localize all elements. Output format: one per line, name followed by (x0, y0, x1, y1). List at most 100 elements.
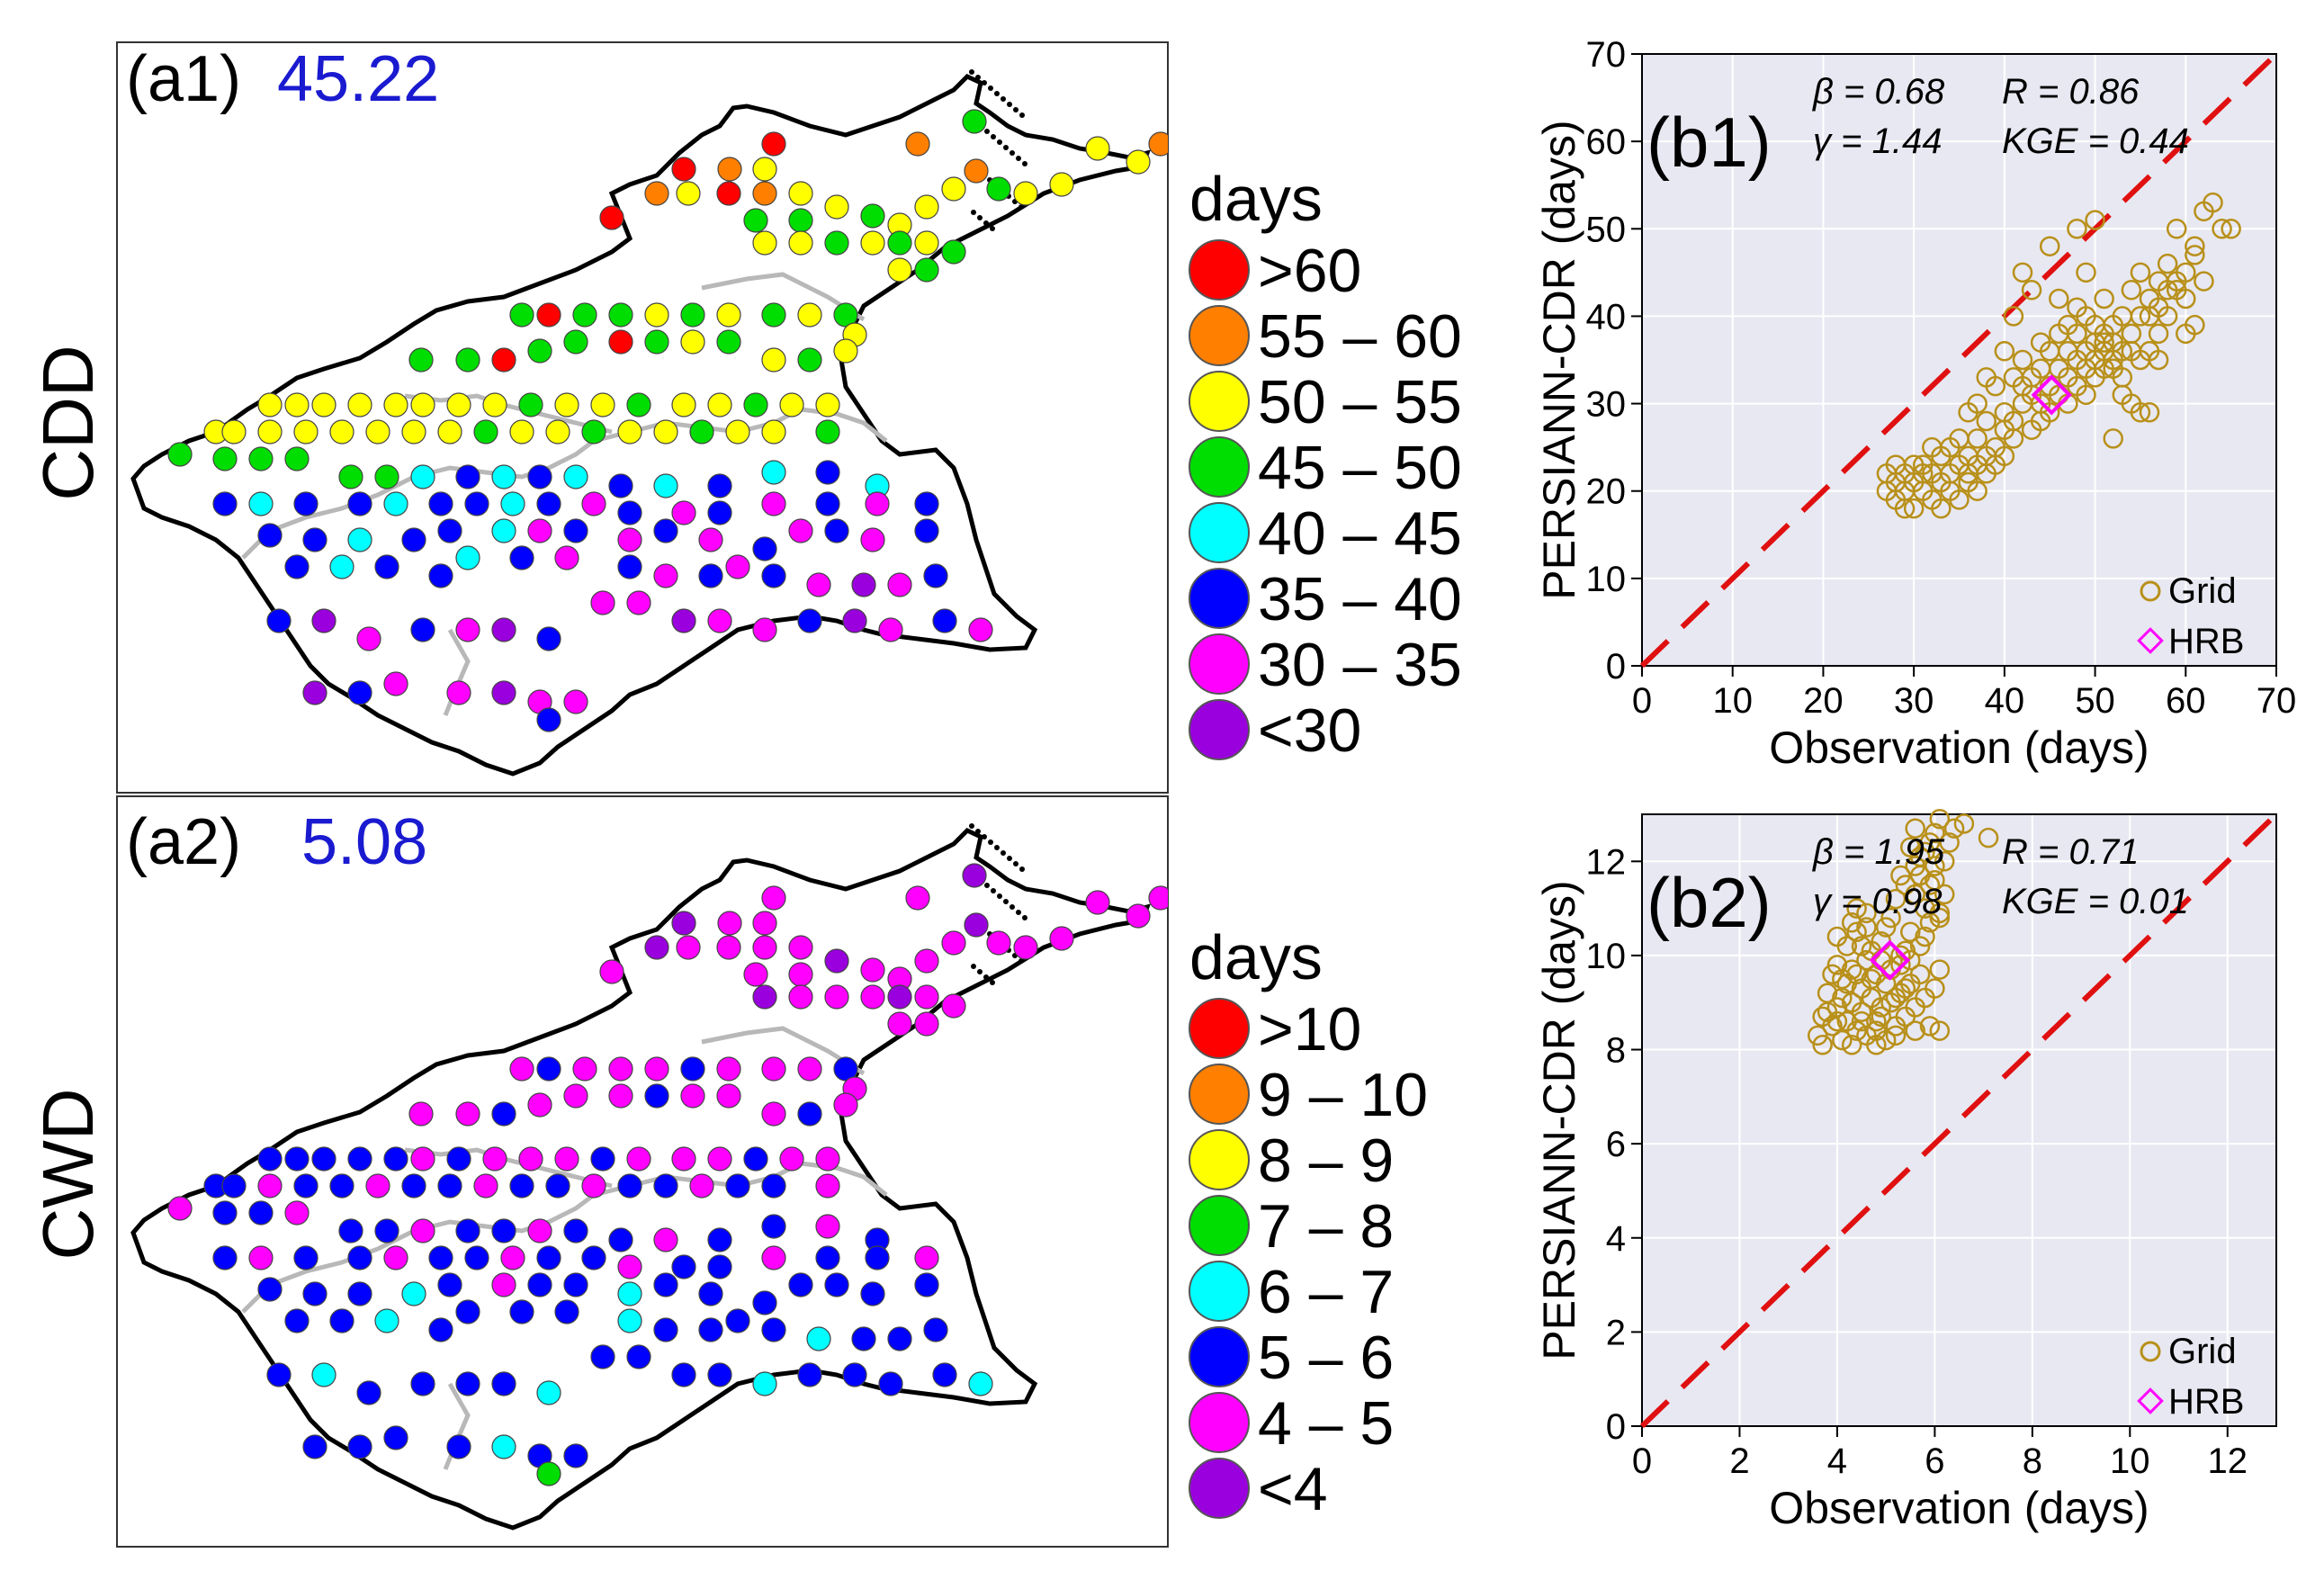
stat-text: R = 0.71 (2002, 832, 2139, 872)
grid-point (1925, 822, 1945, 844)
station-dot (887, 230, 912, 256)
station-dot (671, 911, 696, 936)
station-dot (302, 1434, 328, 1459)
legend-swatch (1189, 1458, 1250, 1519)
station-dot (761, 885, 786, 911)
station-dot (491, 617, 516, 642)
grid-point (1900, 921, 1921, 943)
station-dot (824, 984, 849, 1010)
station-dot (716, 302, 741, 328)
grid-point (1958, 445, 1979, 467)
legend-label: <4 (1258, 1455, 1328, 1523)
grid-point (1903, 498, 1925, 519)
station-dot (860, 230, 885, 256)
station-dot (878, 617, 903, 642)
coast-dot (988, 839, 993, 845)
station-dot (527, 464, 552, 489)
station-dot (608, 1227, 633, 1252)
one-to-one-line (1639, 812, 2279, 1429)
station-dot (383, 491, 408, 516)
station-dot (671, 1362, 696, 1387)
station-dot (626, 1146, 651, 1172)
station-dot (626, 590, 651, 615)
grid-point (2185, 314, 2205, 336)
station-dot (815, 419, 840, 444)
station-dot (572, 302, 597, 328)
grid-point (2012, 262, 2033, 283)
coast-dot (969, 823, 974, 829)
grid-point (1826, 926, 1848, 947)
station-dot (788, 181, 813, 206)
station-dot (815, 1146, 840, 1172)
station-dot (338, 1218, 363, 1243)
station-dot (815, 491, 840, 516)
panel-label: (b1) (1647, 103, 1772, 182)
grid-point (2103, 358, 2123, 379)
station-dot (752, 935, 777, 960)
station-dot (968, 1371, 993, 1396)
station-dot (473, 419, 498, 444)
station-dot (752, 181, 777, 206)
station-dot (653, 1227, 678, 1252)
legend-label: 7 – 8 (1258, 1192, 1394, 1261)
station-dot (428, 563, 453, 588)
stat-text: KGE = 0.01 (2002, 882, 2189, 921)
station-dot (725, 1308, 750, 1333)
station-dot (851, 1326, 876, 1351)
station-dot (374, 1308, 399, 1333)
grid-point (1885, 1025, 1907, 1046)
station-dot (536, 1056, 561, 1082)
station-dot (491, 1218, 516, 1243)
stat-text: β = 0.68 (1812, 72, 1945, 112)
coast-dot (1013, 861, 1018, 866)
grid-point (1895, 978, 1916, 999)
station-dot (707, 1362, 732, 1387)
station-dot (536, 302, 561, 328)
grid-point (1915, 841, 1935, 863)
legend-label: 9 – 10 (1258, 1061, 1428, 1129)
grid-point (2112, 341, 2133, 362)
station-dot (689, 419, 714, 444)
station-dot (527, 518, 552, 543)
row-label-cdd: CDD (28, 345, 108, 500)
station-dot (617, 500, 642, 525)
grid-point (1931, 498, 1952, 519)
station-dot (671, 1146, 696, 1172)
station-dot (482, 1146, 507, 1172)
station-dot (284, 1146, 310, 1172)
grid-point (2121, 280, 2142, 301)
station-dot (842, 1362, 867, 1387)
grid-point (1885, 454, 1907, 475)
station-dot (527, 338, 552, 364)
station-dot (590, 1344, 615, 1369)
grid-point (1826, 997, 1848, 1018)
coast-dot (1013, 107, 1018, 112)
station-dot (797, 1362, 822, 1387)
station-dot (914, 257, 939, 283)
grid-point (1900, 949, 1921, 971)
station-dot (707, 473, 732, 498)
station-dot (428, 491, 453, 516)
station-dot (365, 419, 390, 444)
grid-point (2148, 297, 2169, 318)
y-tick-label: 60 (1586, 122, 1627, 162)
station-dot (752, 157, 777, 182)
grid-point (2012, 375, 2033, 397)
grid-point (1856, 917, 1877, 938)
map-panel-a1: (a1) 45.22 (116, 41, 1169, 794)
station-dot (707, 392, 732, 417)
y-tick-label: 40 (1586, 297, 1627, 337)
coast-dot (975, 829, 981, 834)
legend-hrb-label: HRB (2168, 622, 2244, 661)
station-dot (563, 1083, 588, 1109)
coast-dot (997, 893, 1002, 899)
station-dot (347, 1245, 372, 1270)
station-dot (401, 419, 426, 444)
grid-point (1909, 936, 1931, 956)
legend-label: >10 (1258, 995, 1361, 1064)
station-dot (464, 491, 489, 516)
grid-point (1880, 907, 1901, 929)
station-dot (1085, 890, 1110, 915)
y-tick-label: 0 (1606, 1407, 1626, 1447)
grid-point (1925, 856, 1945, 876)
